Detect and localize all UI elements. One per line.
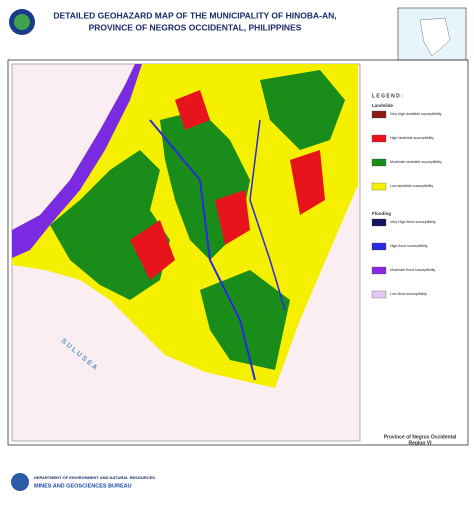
title-line: PROVINCE OF NEGROS OCCIDENTAL, PHILIPPIN… [89, 22, 302, 32]
map-frame [7, 59, 469, 446]
legend-swatch [371, 290, 387, 299]
high-zone [215, 190, 250, 245]
river [249, 119, 286, 311]
region-label: Region VI [408, 440, 432, 446]
province-label: Province of Negros Occidental [384, 434, 457, 440]
legend-swatch [371, 134, 387, 143]
legend-swatch [371, 158, 387, 167]
legend-swatch [371, 218, 387, 227]
legend-heading: Landslide [372, 103, 394, 108]
legend-label: Low flood susceptibility [390, 292, 427, 296]
legend-label: High landslide susceptibility [390, 136, 434, 140]
department-label: DEPARTMENT OF ENVIRONMENT AND NATURAL RE… [34, 475, 155, 480]
legend-heading: Flooding [372, 211, 391, 216]
logo-inner [14, 14, 30, 30]
moderate-zone [260, 70, 345, 150]
bureau-label: MINES AND GEOSCIENCES BUREAU [34, 483, 132, 489]
coastal-flood-zone [12, 64, 142, 258]
high-zone [175, 90, 210, 130]
moderate-zone [200, 270, 290, 370]
high-zone [130, 220, 175, 280]
moderate-zone [50, 150, 170, 300]
high-zone [290, 150, 325, 215]
legend: L E G E N D : Landslide Very high landslid… [371, 93, 442, 299]
legend-label: Very high landslide susceptibility [390, 112, 442, 116]
legend-swatch [371, 242, 387, 251]
legend-swatch [371, 110, 387, 119]
denr-logo [11, 473, 29, 491]
legend-label: High flood susceptibility [390, 244, 428, 248]
legend-label: Moderate landslide susceptibility [390, 160, 442, 164]
legend-swatch [371, 266, 387, 275]
river [149, 119, 256, 381]
title-line: DETAILED GEOHAZARD MAP OF THE MUNICIPALI… [53, 10, 336, 20]
legend-label: Low landslide susceptibility [390, 184, 433, 188]
legend-label: Moderate flood susceptibility [390, 268, 436, 272]
legend-swatch [371, 182, 387, 191]
inset-land [419, 17, 451, 57]
legend-title: L E G E N D : [372, 93, 403, 99]
legend-label: Very High flood susceptibility [390, 220, 436, 224]
